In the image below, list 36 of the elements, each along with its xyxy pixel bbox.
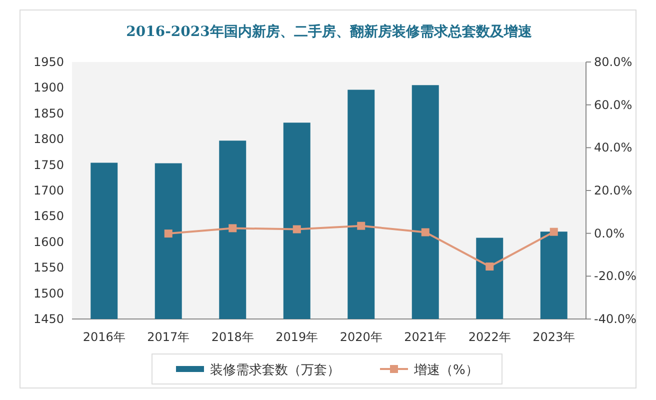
y2-tick-label: 20.0% <box>594 184 632 198</box>
y2-tick-label: 60.0% <box>594 98 632 112</box>
chart-title: 2016-2023年国内新房、二手房、翻新房装修需求总套数及增速 <box>126 23 533 40</box>
x-tick-label: 2019年 <box>276 330 318 344</box>
x-tick-label: 2022年 <box>468 330 511 344</box>
y-tick-label: 1900 <box>33 80 64 95</box>
x-tick-label: 2023年 <box>532 330 576 344</box>
point <box>421 228 430 236</box>
y2-tick-label: -20.0% <box>594 269 636 284</box>
x-tick-label: 2017年 <box>147 330 190 344</box>
x-tick-label: 2016年 <box>82 330 126 344</box>
point <box>550 228 558 236</box>
point <box>164 230 172 238</box>
point <box>228 224 237 232</box>
y-tick-label: 1800 <box>33 132 64 146</box>
y-tick-label: 1700 <box>33 184 64 198</box>
point <box>486 262 494 271</box>
y-tick-label: 1950 <box>33 55 64 69</box>
legend-label: 增速（%） <box>413 363 478 378</box>
x-tick-label: 2020年 <box>340 330 382 344</box>
y-tick-label: 1550 <box>33 260 64 275</box>
y-tick-label: 1650 <box>33 209 64 224</box>
y-tick-label: 1850 <box>33 106 64 120</box>
point <box>292 225 301 234</box>
y-tick-label: 1750 <box>33 158 64 172</box>
x-tick-label: 2021年 <box>404 330 447 344</box>
y-tick-label: 1500 <box>33 286 64 300</box>
y2-tick-label: 40.0% <box>594 140 632 155</box>
x-tick-label: 2018年 <box>211 330 254 344</box>
y2-tick-label: 80.0% <box>594 55 632 69</box>
y2-tick-label: -40.0% <box>594 312 636 326</box>
point <box>357 222 366 230</box>
y2-tick-label: 0.0% <box>594 226 624 240</box>
legend-label: 装修需求套数（万套） <box>210 363 340 378</box>
y-tick-label: 1450 <box>33 312 64 326</box>
y-tick-label: 1600 <box>33 234 64 249</box>
